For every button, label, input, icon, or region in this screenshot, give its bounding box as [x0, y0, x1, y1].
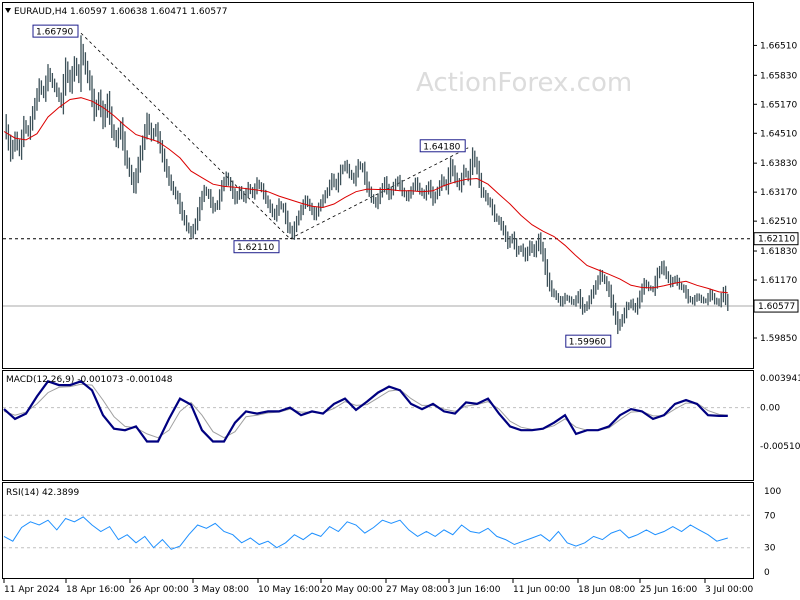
annotations: 1.66790 1.62110 1.64180 1.59960 — [32, 24, 612, 348]
price-tick-label: 1.65830 — [760, 71, 797, 81]
time-tick-label: 3 May 08:00 — [193, 585, 249, 595]
time-tick-label: 18 Apr 16:00 — [66, 585, 125, 595]
price-tick-label: 1.64510 — [760, 129, 797, 139]
macd-panel-title: MACD(12,26,9) -0.001073 -0.001048 — [6, 375, 173, 385]
x-axis-labels: 11 Apr 2024 18 Apr 16:00 26 Apr 00:00 3 May… — [3, 578, 754, 595]
macd-plot — [3, 379, 753, 443]
rsi-tick-label: 30 — [764, 544, 776, 554]
price-tag-label: 1.60577 — [758, 302, 795, 312]
annotation-box — [419, 139, 466, 153]
price-tag — [753, 299, 799, 313]
rsi-panel-title: RSI(14) 42.3899 — [6, 488, 79, 498]
time-tick-label: 20 May 00:00 — [321, 585, 383, 595]
price-tick-label: 1.65170 — [760, 100, 797, 110]
price-tick-label: 1.63170 — [760, 188, 797, 198]
macd-tick-label: 0.003941 — [760, 374, 800, 384]
macd-main-line — [3, 379, 728, 443]
watermark: ActionForex.com — [416, 68, 632, 98]
price-panel-frame — [2, 2, 754, 369]
annotation-box — [32, 24, 79, 38]
price-panel-title: EURAUD,H4 1.60597 1.60638 1.60471 1.6057… — [14, 7, 228, 17]
price-tick-label: 1.66510 — [760, 41, 797, 51]
annotation-box — [565, 334, 612, 348]
rsi-line — [3, 516, 728, 550]
annotation-label: 1.59960 — [569, 338, 606, 348]
rsi-panel-frame — [2, 482, 754, 579]
collapse-triangle-icon[interactable] — [5, 8, 11, 13]
time-tick-label: 3 Jun 16:00 — [449, 585, 501, 595]
price-tick-label: 1.62510 — [760, 217, 797, 227]
price-tag-label: 1.62110 — [758, 235, 795, 245]
rsi-plot — [3, 514, 753, 550]
annotation-label: 1.66790 — [36, 28, 73, 38]
macd-signal-line — [3, 383, 728, 439]
macd-tick-label: -0.005103 — [760, 442, 800, 452]
trend-line — [80, 32, 291, 240]
time-tick-label: 27 May 08:00 — [386, 585, 448, 595]
price-plot — [3, 32, 753, 335]
annotation-label: 1.62110 — [237, 243, 274, 253]
time-tick-label: 18 Jun 08:00 — [578, 585, 635, 595]
time-tick-label: 10 May 16:00 — [258, 585, 320, 595]
price-tick-label: 1.63830 — [760, 159, 797, 169]
annotation-label: 1.64180 — [423, 142, 460, 152]
macd-panel-frame — [2, 370, 754, 481]
price-tick-label: 1.61830 — [760, 247, 797, 257]
rsi-tick-label: 0 — [764, 568, 770, 578]
y-axis-labels: 1.66510 1.65830 1.65170 1.64510 1.63830 1.631… — [753, 41, 800, 578]
price-tick-label: 1.59850 — [760, 334, 797, 344]
price-tag — [753, 232, 799, 246]
time-tick-label: 11 Apr 2024 — [4, 585, 60, 595]
rsi-tick-label: 100 — [764, 487, 781, 497]
macd-tick-label: 0.00 — [760, 404, 780, 414]
trend-line — [289, 147, 469, 240]
time-tick-label: 11 Jun 00:00 — [513, 585, 570, 595]
moving-average-line — [3, 97, 728, 294]
annotation-box — [233, 240, 280, 254]
price-tick-label: 1.61170 — [760, 276, 797, 286]
time-tick-label: 26 Apr 00:00 — [130, 585, 189, 595]
time-tick-label: 3 Jul 00:00 — [705, 585, 754, 595]
time-tick-label: 25 Jun 16:00 — [640, 585, 697, 595]
rsi-tick-label: 70 — [764, 511, 776, 521]
